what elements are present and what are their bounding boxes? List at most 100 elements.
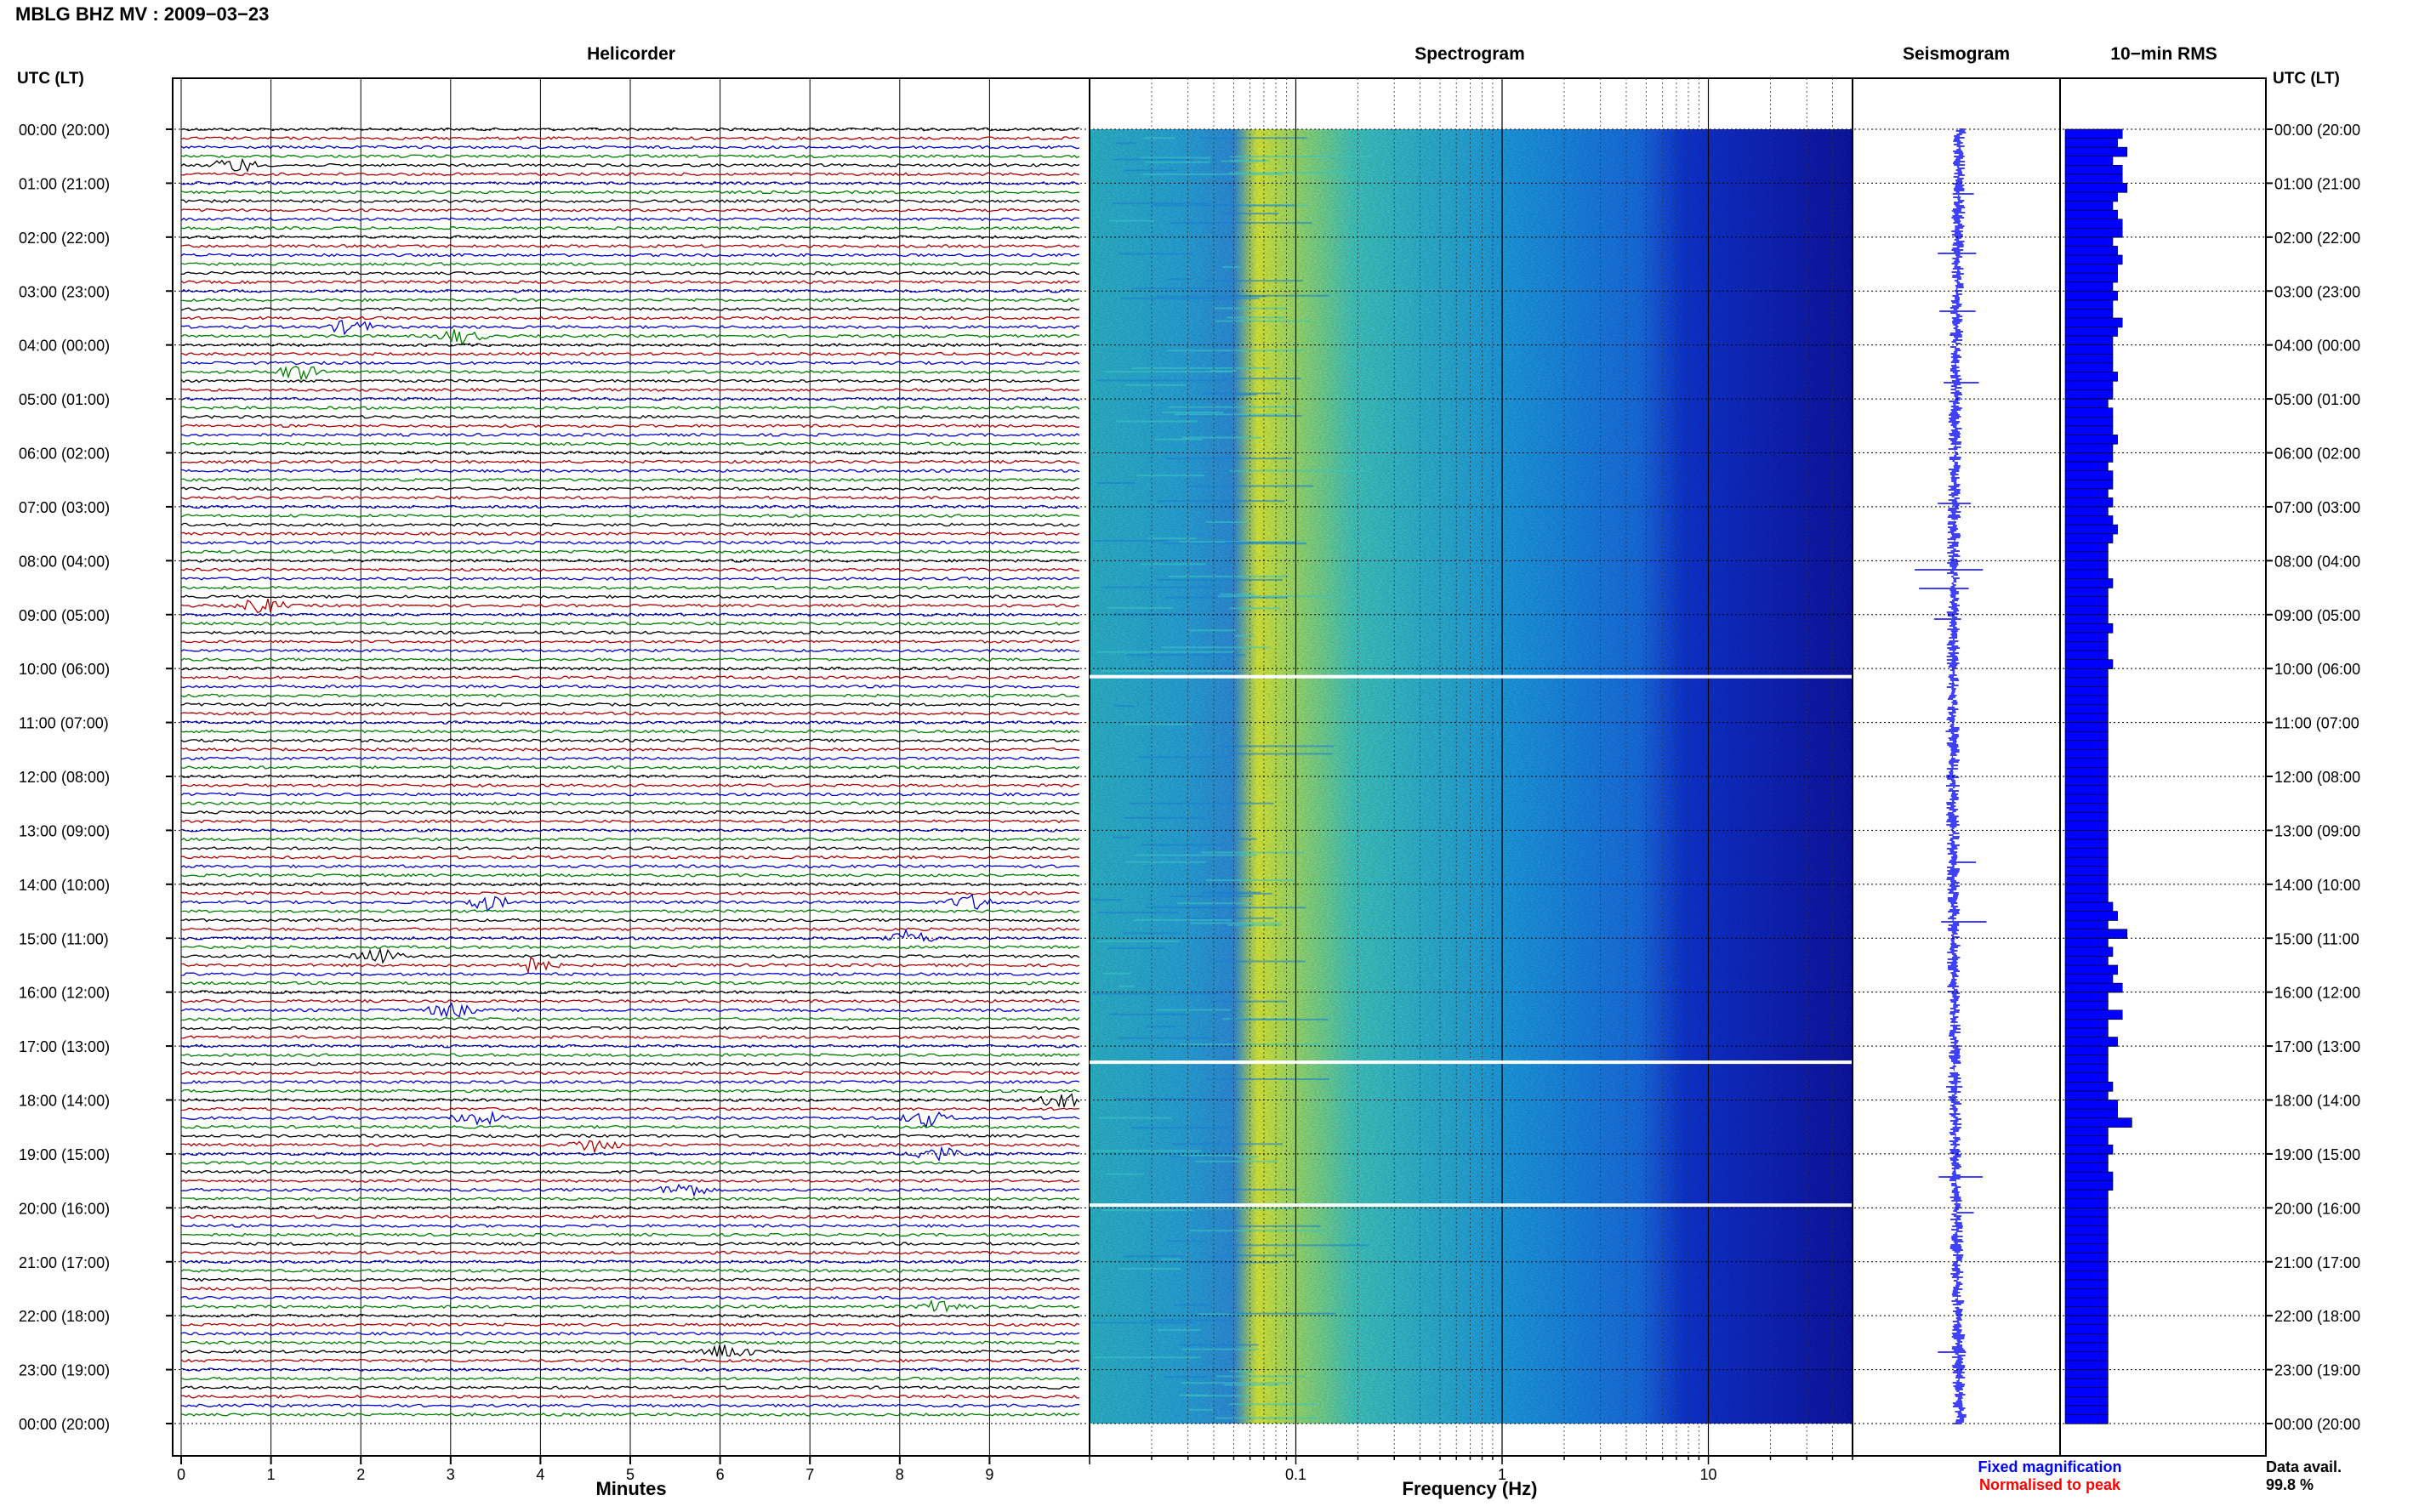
time-label-left: 05:00 (01:00) bbox=[19, 391, 110, 408]
rms-bar bbox=[2064, 830, 2109, 840]
rms-bar bbox=[2064, 236, 2114, 247]
helicorder-trace bbox=[180, 315, 1080, 321]
spectrogram-streak bbox=[1195, 1160, 1278, 1162]
helicorder-trace bbox=[180, 1242, 1080, 1246]
rms-bar bbox=[2064, 398, 2109, 409]
spectrogram-streak bbox=[1104, 371, 1232, 373]
helicorder-trace bbox=[180, 873, 1080, 878]
spectrogram-streak bbox=[1184, 917, 1274, 919]
rms-bar bbox=[2064, 407, 2114, 418]
spectrogram-streak bbox=[1168, 575, 1289, 577]
spectrogram-streak bbox=[1150, 1319, 1231, 1322]
time-label-left: 23:00 (19:00) bbox=[19, 1362, 110, 1379]
helicorder-trace bbox=[180, 329, 1080, 346]
helicorder-trace bbox=[180, 1110, 1080, 1128]
rms-bar bbox=[2064, 246, 2118, 256]
helicorder-trace bbox=[180, 585, 1080, 590]
spectrogram-streak bbox=[1179, 415, 1302, 418]
spectrogram-streak bbox=[1224, 1384, 1279, 1386]
legend-normalised-to-peak: Normalised to peak bbox=[1979, 1476, 2121, 1493]
rms-bar bbox=[2064, 659, 2114, 669]
helicorder-trace bbox=[180, 199, 1080, 203]
helicorder-trace bbox=[180, 621, 1080, 626]
helicorder-trace bbox=[180, 827, 1080, 833]
rms-bar bbox=[2064, 299, 2114, 310]
data-availability-value: 99.8 % bbox=[2266, 1476, 2314, 1493]
rms-bar bbox=[2064, 173, 2123, 185]
rms-bar bbox=[2064, 848, 2109, 858]
spectrogram-streak bbox=[1187, 1395, 1250, 1397]
helicorder-trace bbox=[180, 522, 1080, 527]
rms-bar bbox=[2064, 497, 2114, 508]
spectrogram-streak bbox=[1181, 1348, 1259, 1350]
spectrogram-streak bbox=[1097, 912, 1179, 914]
rms-bar bbox=[2064, 838, 2109, 850]
spectrogram-streak bbox=[1229, 607, 1281, 610]
rms-bar bbox=[2064, 677, 2109, 688]
time-label-right: 19:00 (15:00 bbox=[2274, 1146, 2360, 1163]
time-label-right: 17:00 (13:00 bbox=[2274, 1038, 2360, 1055]
spectrogram-streak bbox=[1102, 972, 1130, 975]
helicorder-trace bbox=[180, 909, 1080, 913]
minutes-axis-label: Minutes bbox=[595, 1478, 666, 1499]
spectrogram-streak bbox=[1229, 1370, 1253, 1373]
rms-bar bbox=[2064, 1000, 2109, 1011]
spectrogram-streak bbox=[1141, 844, 1227, 846]
minute-tick-label: 7 bbox=[805, 1466, 814, 1483]
rms-bar bbox=[2064, 1234, 2109, 1245]
rms-bar bbox=[2064, 443, 2114, 454]
spectrogram-top-margin bbox=[1090, 78, 1853, 129]
time-label-right: 08:00 (04:00 bbox=[2274, 553, 2360, 570]
rms-bar bbox=[2064, 893, 2109, 903]
rms-bar bbox=[2064, 821, 2109, 832]
rms-bar bbox=[2064, 964, 2118, 975]
rms-bar bbox=[2064, 1045, 2109, 1056]
rms-bar bbox=[2064, 353, 2114, 364]
rms-bar bbox=[2064, 1225, 2109, 1236]
rms-bar bbox=[2064, 290, 2118, 301]
left-utc-label: UTC (LT) bbox=[17, 70, 84, 88]
time-label-right: 04:00 (00:00 bbox=[2274, 338, 2360, 355]
rms-bar bbox=[2064, 866, 2109, 876]
spectrogram-streak bbox=[1229, 753, 1333, 755]
time-label-right: 02:00 (22:00 bbox=[2274, 230, 2360, 247]
spectrogram-streak bbox=[1186, 485, 1314, 487]
spectrogram-streak bbox=[1096, 482, 1136, 485]
time-label-left: 03:00 (23:00) bbox=[19, 283, 110, 300]
spectrogram-streak bbox=[1216, 1375, 1306, 1378]
helicorder-trace bbox=[180, 792, 1080, 797]
time-label-left: 00:00 (20:00) bbox=[19, 122, 110, 139]
spectrogram-streak bbox=[1203, 392, 1281, 395]
rms-bar bbox=[2064, 992, 2109, 1002]
rms-bar bbox=[2064, 452, 2114, 463]
rms-bar bbox=[2064, 758, 2109, 769]
helicorder-trace bbox=[181, 918, 1080, 923]
spectrogram-streak bbox=[1229, 469, 1366, 472]
helicorder-trace bbox=[180, 927, 1080, 932]
helicorder-trace bbox=[180, 1259, 1080, 1265]
helicorder-trace bbox=[180, 1250, 1080, 1255]
spectrogram-streak bbox=[1168, 406, 1297, 408]
helicorder-trace bbox=[180, 1035, 1080, 1039]
helicorder-trace bbox=[180, 1358, 1080, 1363]
rms-bar bbox=[2064, 1054, 2109, 1065]
rms-bar bbox=[2064, 1027, 2109, 1038]
helicorder-trace bbox=[180, 414, 1080, 419]
rms-bar bbox=[2064, 884, 2109, 895]
spectrogram-streak bbox=[1162, 412, 1224, 414]
rms-bar bbox=[2064, 470, 2114, 480]
rms-bar bbox=[2064, 650, 2109, 661]
minute-tick-label: 9 bbox=[985, 1466, 993, 1483]
frequency-tick-label: 0.1 bbox=[1285, 1466, 1306, 1483]
rms-bar bbox=[2064, 1342, 2109, 1353]
helicorder-trace bbox=[180, 262, 1080, 266]
helicorder-trace bbox=[180, 514, 1080, 518]
helicorder-trace bbox=[180, 531, 1080, 537]
time-label-right: 09:00 (05:00 bbox=[2274, 607, 2360, 624]
spectrogram-streak bbox=[1228, 1312, 1336, 1315]
spectrogram-streak bbox=[1181, 1154, 1238, 1157]
helicorder-trace bbox=[180, 846, 1080, 850]
helicorder-trace bbox=[180, 729, 1080, 734]
rms-bar bbox=[2064, 686, 2109, 696]
spectrogram-streak bbox=[1147, 1026, 1176, 1028]
